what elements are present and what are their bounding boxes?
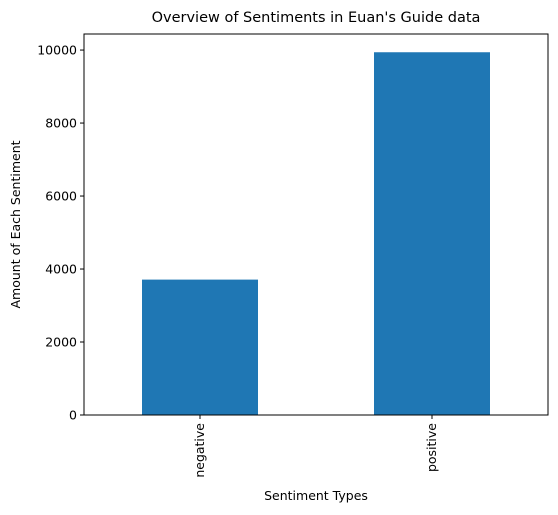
bar-negative — [142, 279, 258, 415]
x-axis-label: Sentiment Types — [264, 488, 368, 503]
chart-title: Overview of Sentiments in Euan's Guide d… — [152, 10, 481, 26]
x-axis-ticks: negative positive — [192, 415, 439, 478]
bar-positive — [374, 52, 490, 415]
plot-frame — [83, 33, 549, 416]
y-tick-label: 10000 — [37, 43, 77, 58]
y-tick-label: 8000 — [45, 116, 77, 131]
x-tick-label: negative — [192, 423, 207, 478]
y-tick-label: 0 — [69, 408, 77, 423]
y-axis-label: Amount of Each Sentiment — [8, 140, 23, 308]
bars-layer — [142, 52, 490, 415]
x-tick-label: positive — [424, 423, 439, 472]
y-tick-label: 2000 — [45, 335, 77, 350]
y-tick-label: 4000 — [45, 262, 77, 277]
y-tick-label: 6000 — [45, 189, 77, 204]
y-axis-ticks: 0 2000 4000 6000 8000 10000 — [37, 43, 84, 423]
